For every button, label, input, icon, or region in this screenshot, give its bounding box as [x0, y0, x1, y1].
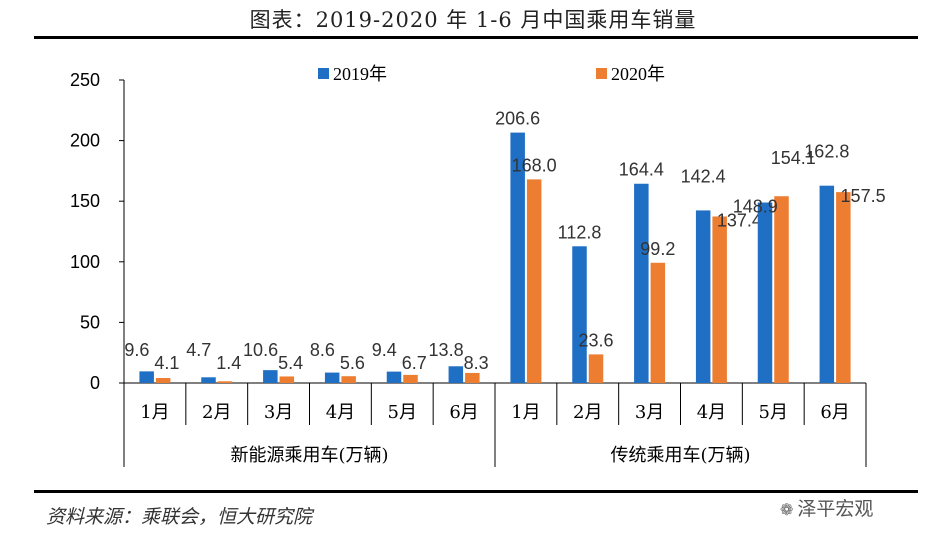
- bar-2020: [341, 376, 356, 383]
- x-category-label: 6月: [449, 402, 478, 423]
- bar-2020: [217, 381, 233, 383]
- y-tick-label: 100: [70, 252, 100, 272]
- x-category-label: 2月: [573, 402, 602, 423]
- data-label-2020: 1.4: [216, 353, 241, 373]
- legend-label: 2019年: [333, 64, 387, 84]
- x-category-label: 1月: [511, 402, 540, 423]
- bar-2020: [712, 216, 727, 383]
- x-category-label: 3月: [264, 402, 293, 423]
- bar-2019: [448, 366, 464, 383]
- x-category-label: 6月: [820, 402, 849, 423]
- data-label-2019: 142.4: [681, 166, 726, 186]
- bar-2020: [526, 179, 542, 383]
- x-category-label: 5月: [759, 402, 788, 423]
- bar-2020: [403, 374, 418, 383]
- bar-2019: [139, 371, 154, 383]
- chart-title: 图表：2019-2020 年 1-6 月中国乘用车销量: [249, 8, 697, 32]
- y-tick-label: 50: [80, 312, 100, 332]
- data-label-2019: 9.6: [124, 340, 149, 360]
- group-label: 传统乘用车(万辆): [610, 445, 750, 466]
- y-tick-label: 0: [90, 373, 100, 393]
- source-note: 资料来源：乘联会，恒大研究院: [46, 506, 313, 528]
- group-label: 新能源乘用车(万辆): [230, 445, 388, 466]
- watermark: ❁ 泽平宏观: [780, 494, 873, 521]
- data-label-2020: 6.7: [402, 353, 427, 373]
- x-category-label: 4月: [326, 402, 355, 423]
- bar-2019: [263, 370, 278, 383]
- data-label-2019: 9.4: [372, 340, 397, 360]
- data-label-2019: 10.6: [243, 340, 278, 360]
- data-label-2020: 4.1: [154, 353, 179, 373]
- top-rule: [34, 36, 918, 39]
- bar-2019: [819, 185, 835, 383]
- legend-swatch-2020年: [596, 68, 607, 79]
- bar-2020: [155, 378, 171, 383]
- y-tick-label: 250: [70, 70, 100, 90]
- bar-2019: [510, 132, 525, 383]
- x-category-label: 5月: [388, 402, 417, 423]
- y-tick-label: 200: [70, 131, 100, 151]
- wechat-icon: ❁: [780, 500, 794, 519]
- bar-2020: [774, 196, 789, 383]
- y-tick-label: 150: [70, 191, 100, 211]
- legend-swatch-2019年: [318, 68, 329, 79]
- legend-label: 2020年: [611, 64, 665, 84]
- data-label-2020: 5.4: [278, 353, 303, 373]
- watermark-text: 泽平宏观: [797, 498, 874, 520]
- data-label-2019: 8.6: [310, 340, 335, 360]
- bar-2019: [572, 246, 587, 383]
- bar-2020: [465, 372, 480, 383]
- bar-2019: [695, 210, 711, 383]
- data-label-2020: 23.6: [578, 330, 613, 350]
- data-label-2019: 112.8: [558, 222, 602, 242]
- x-category-label: 2月: [202, 402, 231, 423]
- x-category-label: 3月: [635, 402, 664, 423]
- data-label-2020: 5.6: [340, 353, 365, 373]
- data-label-2019: 4.7: [186, 340, 211, 360]
- data-label-2020: 157.5: [841, 186, 886, 206]
- bar-2019: [757, 202, 773, 383]
- data-label-2019: 148.9: [733, 197, 778, 217]
- bar-2019: [634, 183, 649, 383]
- bar-2020: [588, 354, 604, 383]
- bar-2020: [650, 262, 666, 383]
- data-label-2019: 164.4: [619, 160, 664, 180]
- x-category-label: 1月: [140, 402, 169, 423]
- data-label-2019: 162.8: [804, 142, 849, 162]
- data-label-2020: 154.1: [771, 148, 816, 168]
- x-category-label: 4月: [697, 402, 726, 423]
- bar-2019: [386, 371, 402, 383]
- data-label-2019: 206.6: [495, 109, 540, 129]
- data-label-2020: 137.4: [717, 210, 762, 230]
- bar-2019: [324, 372, 340, 383]
- data-label-2019: 13.8: [429, 340, 464, 360]
- data-label-2020: 168.0: [512, 155, 557, 175]
- bar-2020: [279, 376, 295, 383]
- bar-2020: [836, 192, 851, 383]
- data-label-2020: 8.3: [464, 353, 489, 373]
- bar-2019: [201, 377, 216, 383]
- bottom-rule: [34, 490, 918, 493]
- data-label-2020: 99.2: [640, 239, 675, 259]
